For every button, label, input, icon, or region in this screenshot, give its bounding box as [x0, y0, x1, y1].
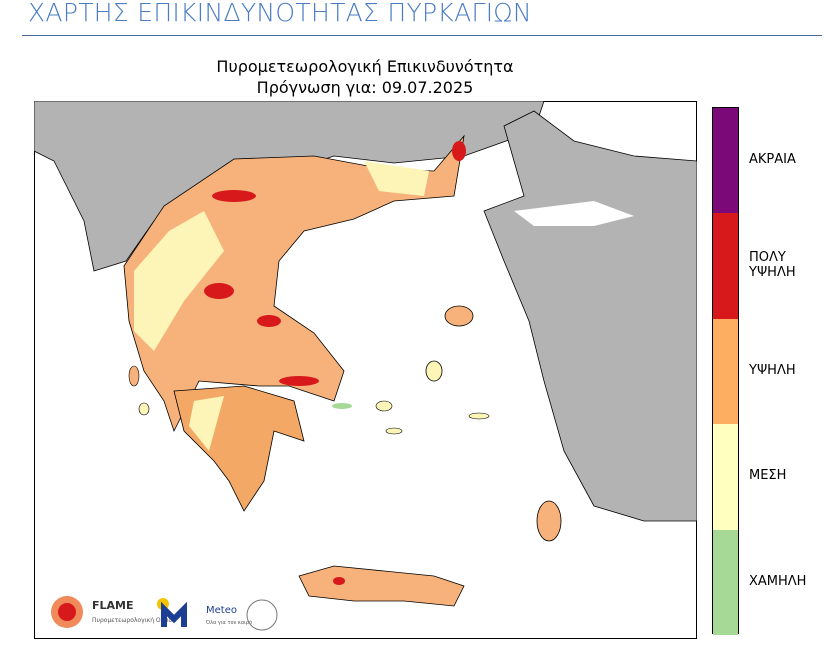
divider	[22, 35, 822, 36]
page-title: ΧΑΡΤΗΣ ΕΠΙΚΙΝΔΥΝΟΤΗΤΑΣ ΠΥΡΚΑΓΙΩΝ	[28, 0, 532, 27]
legend-label: ΧΑΜΗΛΗ	[749, 573, 807, 589]
legend-swatch	[713, 213, 738, 319]
legend-label: ΜΕΣΗ	[749, 468, 787, 484]
legend-swatch	[713, 318, 738, 425]
legend-swatch	[713, 424, 738, 530]
map: FLAME Πυρομετεωρολογική Ομάδα Meteo Όλα …	[34, 101, 697, 639]
legend-label: ΥΨΗΛΗ	[749, 363, 796, 378]
logo-meteo-sub: Όλα για τον καιρό	[205, 619, 252, 626]
legend-swatch	[713, 108, 738, 214]
color-bar	[712, 107, 739, 635]
logo-flame-sub: Πυρομετεωρολογική Ομάδα	[92, 617, 176, 624]
logo-flame: FLAME	[92, 599, 134, 612]
legend-swatch	[713, 529, 738, 635]
legend-label: ΠΟΛΥ ΥΨΗΛΗ	[749, 250, 796, 281]
logo-meteo: Meteo	[206, 605, 237, 616]
map-title: Πυρομετεωρολογική Επικινδυνότητα	[216, 57, 514, 76]
map-subtitle: Πρόγνωση για: 09.07.2025	[256, 78, 474, 97]
legend-label: ΑΚΡΑΙΑ	[749, 152, 796, 168]
